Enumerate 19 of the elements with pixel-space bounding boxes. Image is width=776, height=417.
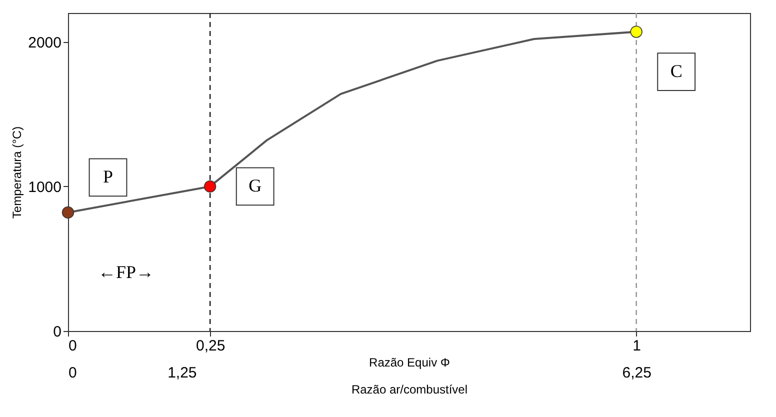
annotation: ←FP→ bbox=[98, 262, 154, 282]
point bbox=[204, 180, 216, 193]
point bbox=[62, 206, 74, 219]
y-tick-label: 0 bbox=[53, 324, 62, 340]
annotation: P bbox=[102, 166, 114, 186]
x2-tick-label: 0 bbox=[68, 364, 77, 382]
x-tick-label: 0 bbox=[68, 338, 77, 354]
y-tick-label: 2000 bbox=[28, 34, 62, 52]
x-tick-label: 1 bbox=[632, 338, 642, 354]
x-tick-label: 0,25 bbox=[196, 338, 226, 354]
annotation: G bbox=[248, 175, 262, 196]
annotation: C bbox=[670, 60, 682, 81]
x2-tick-label: 1,25 bbox=[168, 364, 197, 382]
y-tick-label: 1000 bbox=[28, 178, 62, 196]
point bbox=[630, 26, 642, 38]
y-axis-title: Temperatura (°C) bbox=[10, 126, 24, 219]
x2-axis-title: Razão ar/combustível bbox=[351, 382, 468, 396]
x-axis-title: Razão Equiv Φ bbox=[369, 356, 450, 370]
x2-tick-label: 6,25 bbox=[622, 364, 652, 382]
